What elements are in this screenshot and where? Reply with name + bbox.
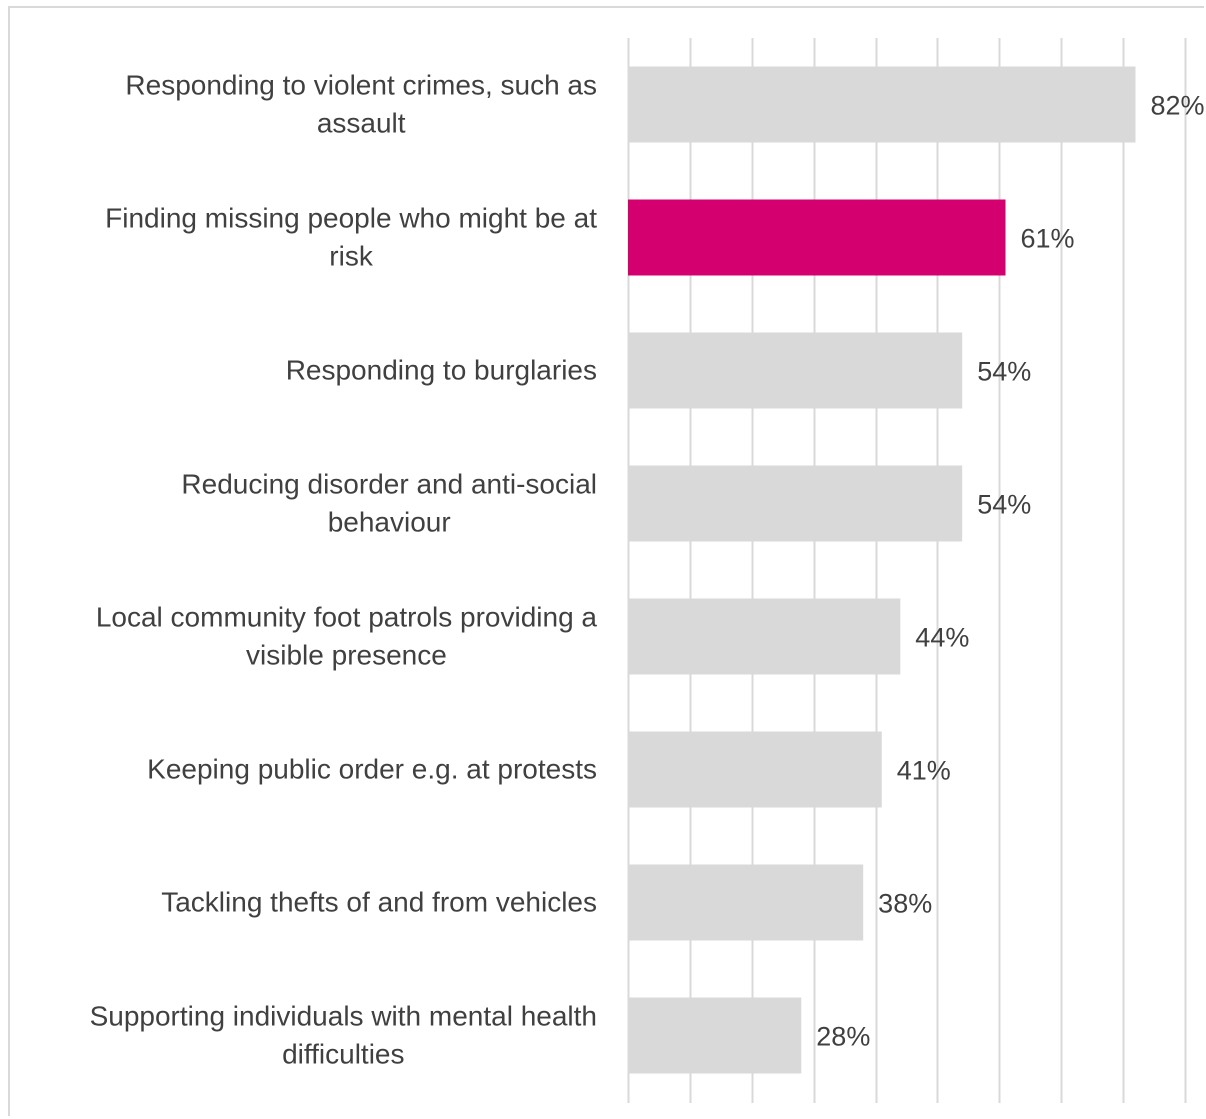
category-label-line: Local community foot patrols providing a [96,602,598,633]
value-label: 28% [816,1022,870,1052]
bar [628,864,864,941]
value-label: 41% [897,756,951,786]
category-label-line: Supporting individuals with mental healt… [90,1001,597,1032]
category-label-line: visible presence [246,640,447,671]
category-label: Responding to violent crimes, such as ass… [125,70,597,139]
category-label-line: Tackling thefts of and from vehicles [161,887,597,918]
value-label: 44% [915,623,969,653]
category-label-line: Reducing disorder and anti-social [181,469,597,500]
value-label: 54% [977,357,1031,387]
category-label-line: difficulties [282,1039,404,1070]
value-label: 82% [1150,91,1204,121]
highlighted-bar [628,199,1006,276]
category-label: Finding missing people who might be at ri… [105,203,597,272]
value-label: 38% [878,889,932,919]
category-label: Responding to burglaries [286,355,597,386]
category-label: Reducing disorder and anti-social behavio… [181,469,597,538]
bar [628,598,901,675]
category-label-line: risk [329,241,374,272]
category-label-line: Responding to burglaries [286,355,597,386]
category-labels: Responding to violent crimes, such as ass… [90,70,598,1070]
gridlines [627,38,1187,1103]
bar [628,731,882,808]
bar-chart: Responding to violent crimes, such as ass… [90,38,1205,1103]
value-label: 54% [977,490,1031,520]
category-label-line: Keeping public order e.g. at protests [147,754,597,785]
category-label-line: Responding to violent crimes, such as [125,70,597,101]
category-label: Local community foot patrols providing a… [96,602,598,671]
category-label-line: assault [317,108,406,139]
bar [628,66,1136,143]
bar [628,332,963,409]
chart-frame: Responding to violent crimes, such as ass… [8,6,1205,1116]
category-label: Keeping public order e.g. at protests [147,754,597,785]
category-label: Tackling thefts of and from vehicles [161,887,597,918]
category-label: Supporting individuals with mental healt… [90,1001,597,1070]
bar [628,997,802,1074]
bars [628,66,1136,1074]
category-label-line: Finding missing people who might be at [105,203,597,234]
category-label-line: behaviour [328,507,451,538]
value-label: 61% [1021,224,1075,254]
value-labels: 82% 61% 54% 54% 44% 41% 38% 28% [816,91,1204,1052]
bar [628,465,963,542]
